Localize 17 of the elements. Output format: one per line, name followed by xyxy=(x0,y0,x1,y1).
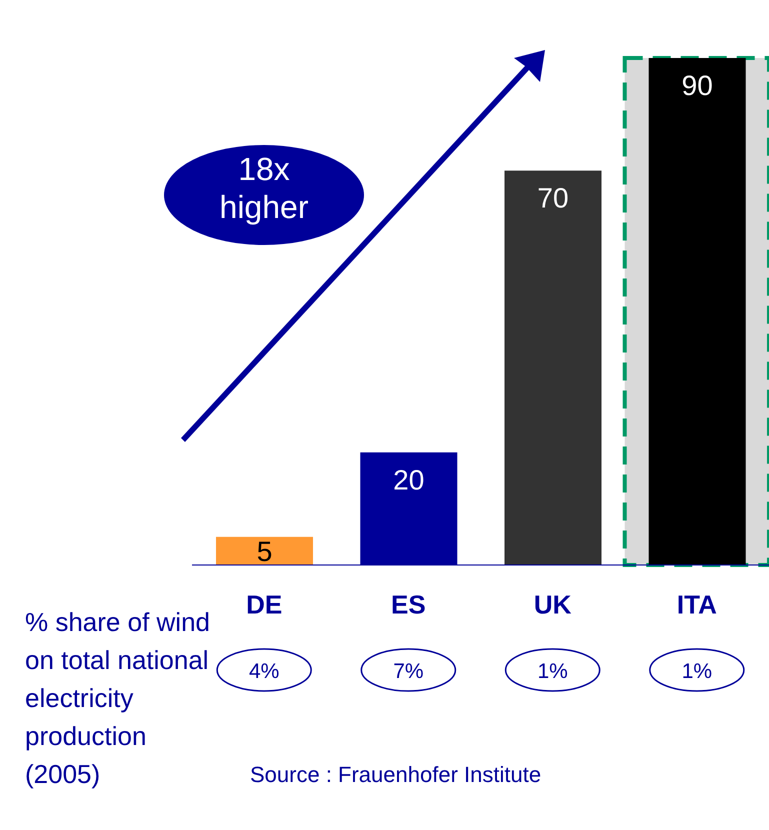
text: 1% xyxy=(537,660,568,683)
bar xyxy=(216,536,313,565)
data-label: 20 xyxy=(393,464,424,496)
x-tick-label: ES xyxy=(391,589,426,620)
x-tick-label: ITA xyxy=(676,589,718,620)
text: 4% xyxy=(248,660,280,683)
x-tick-label: UK xyxy=(534,589,572,620)
text: % share of wind on total national electricity production (2005) xyxy=(25,606,211,791)
bar xyxy=(504,170,602,565)
annotation: 18x higher xyxy=(220,151,309,225)
source-note: Source : Frauenhofer Institute xyxy=(250,762,542,788)
text: 1% xyxy=(682,660,712,683)
data-label: 90 xyxy=(682,70,713,101)
text: 7% xyxy=(393,660,424,683)
data-label: 70 xyxy=(537,182,569,214)
data-label: 5 xyxy=(256,536,272,567)
x-tick-label: DE xyxy=(246,589,282,620)
